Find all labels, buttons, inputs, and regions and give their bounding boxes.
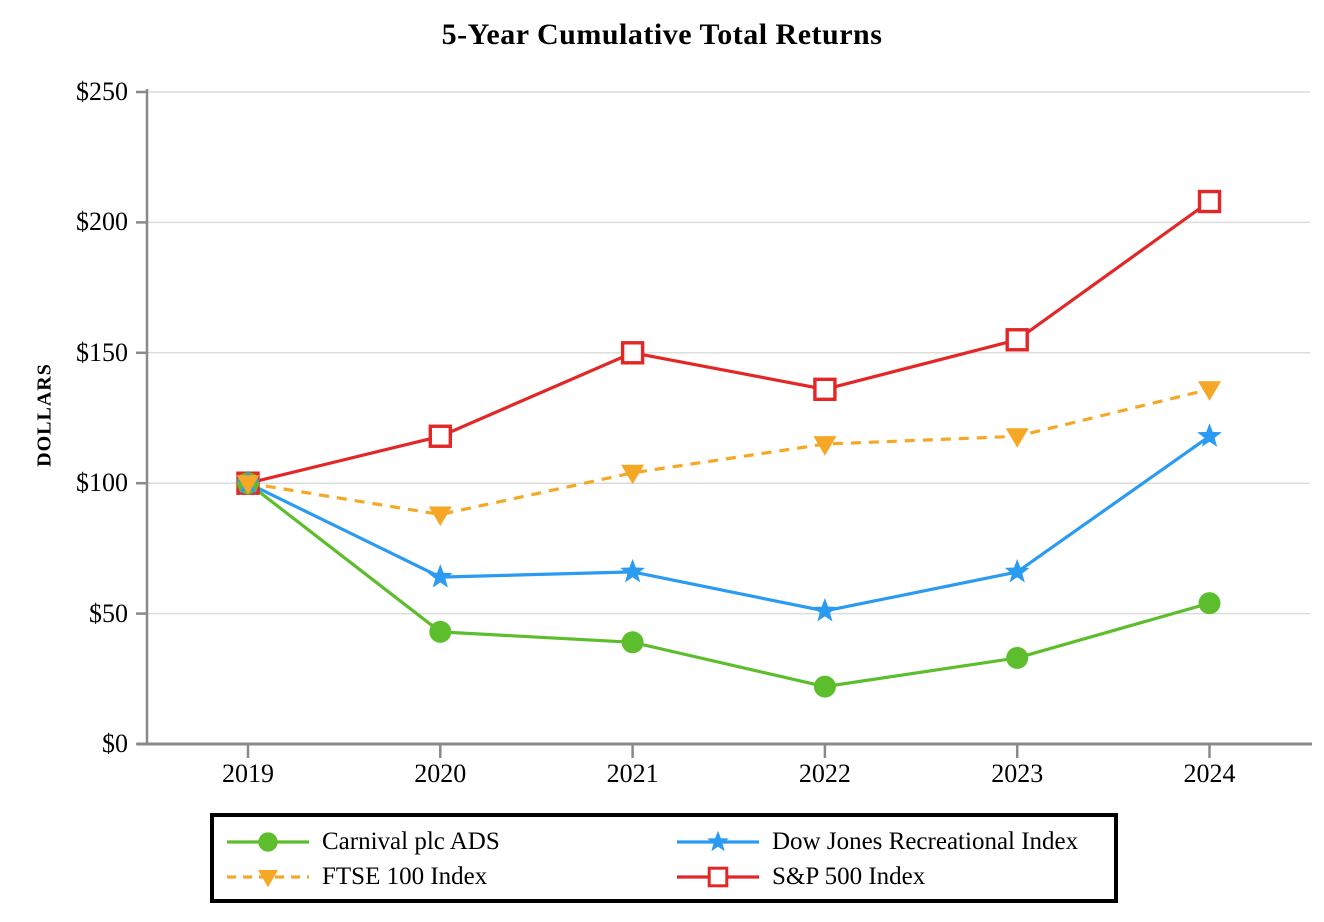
legend-item-ftse-100-index: FTSE 100 Index <box>226 862 676 892</box>
x-tick-label-2022: 2022 <box>798 759 851 788</box>
series-line-ftse-100-index <box>247 387 1210 517</box>
legend-item-sp-500-index: S&P 500 Index <box>676 862 1114 892</box>
legend-label-sp-500-index: S&P 500 Index <box>772 862 926 890</box>
x-tick-label-2019: 2019 <box>222 759 274 788</box>
legend: Carnival plc ADS Dow Jones Recreational … <box>210 813 1118 903</box>
legend-item-carnival-plc-ads: Carnival plc ADS <box>226 827 676 857</box>
gridlines <box>147 91 1310 615</box>
axes <box>136 89 1312 758</box>
legend-marker-carnival-plc-ads <box>226 827 310 857</box>
x-tick-label-2023: 2023 <box>991 759 1044 788</box>
legend-label-dow-jones-recreational-index: Dow Jones Recreational Index <box>772 827 1079 855</box>
legend-marker-sp-500-index <box>676 862 760 892</box>
legend-item-dow-jones-recreational-index: Dow Jones Recreational Index <box>676 827 1114 857</box>
y-tick-label-150: $150 <box>76 337 128 367</box>
legend-marker-ftse-100-index <box>226 862 310 892</box>
series-markers-ftse-100-index <box>236 381 1221 526</box>
legend-label-carnival-plc-ads: Carnival plc ADS <box>322 827 500 855</box>
y-tick-label-0: $0 <box>102 729 128 758</box>
y-tick-label-100: $100 <box>76 468 128 498</box>
series-markers-s-p-500-index <box>236 189 1222 495</box>
legend-label-ftse-100-index: FTSE 100 Index <box>322 862 488 890</box>
legend-marker-dow-jones-recreational-index <box>676 827 760 857</box>
series-line-dow-jones-recreational-index <box>247 434 1211 613</box>
series-line-carnival-plc-ads <box>247 481 1210 689</box>
y-tick-label-50: $50 <box>89 598 128 628</box>
y-tick-label-200: $200 <box>76 207 128 237</box>
x-tick-label-2020: 2020 <box>414 759 467 788</box>
series-line-s-p-500-index <box>247 200 1211 485</box>
x-tick-label-2021: 2021 <box>606 759 659 788</box>
chart-title: 5-Year Cumulative Total Returns <box>441 18 883 51</box>
x-tick-label-2024: 2024 <box>1183 759 1236 788</box>
y-tick-label-250: $250 <box>76 77 128 106</box>
